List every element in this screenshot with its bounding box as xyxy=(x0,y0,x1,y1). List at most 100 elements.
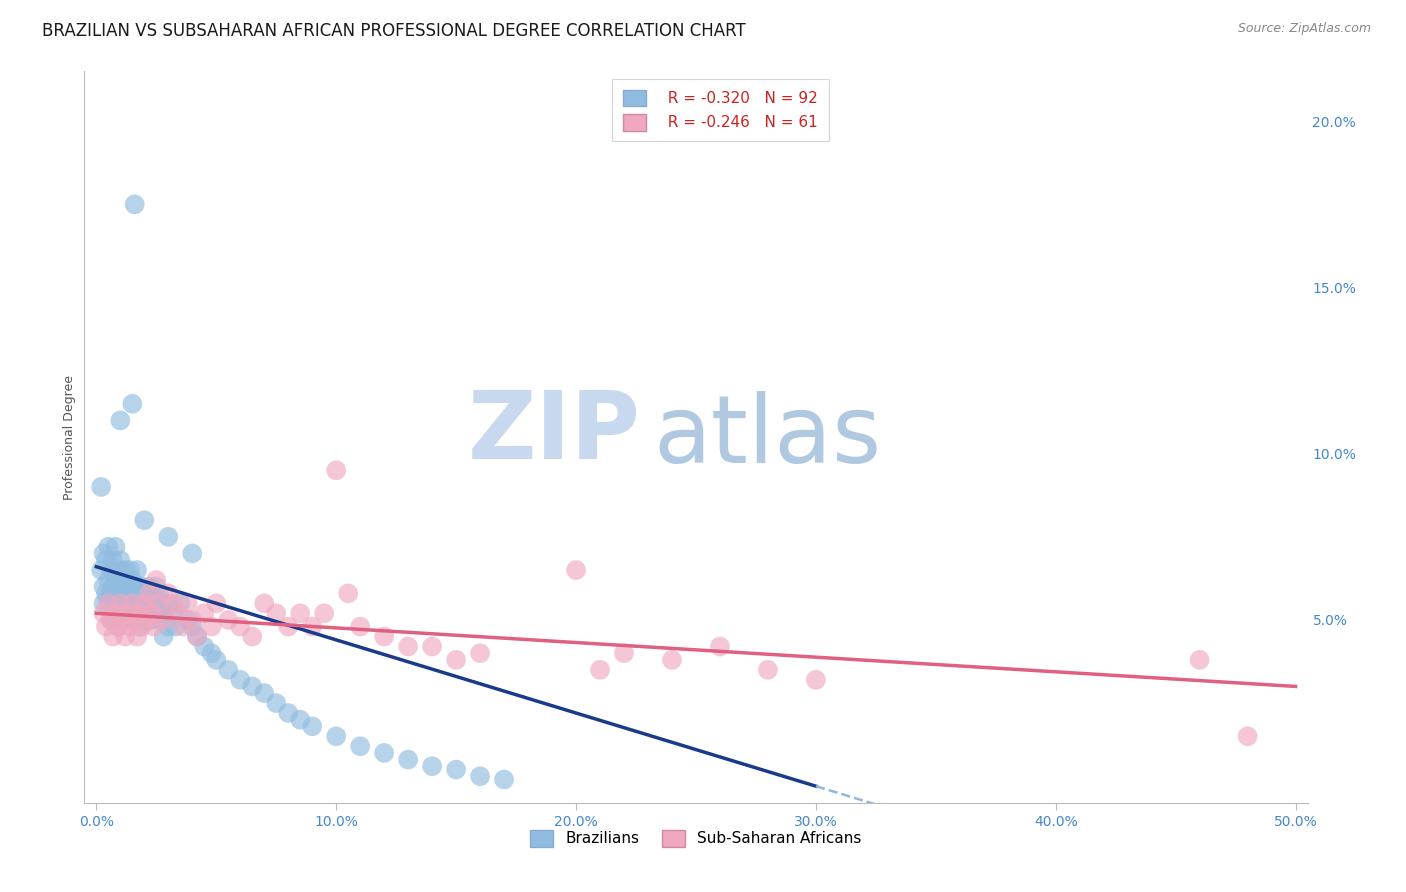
Point xyxy=(100,563,122,577)
Point xyxy=(93,580,115,594)
Point xyxy=(114,563,136,577)
Point xyxy=(110,413,132,427)
Point xyxy=(200,646,222,660)
Point xyxy=(124,607,146,621)
Point xyxy=(589,663,612,677)
Point xyxy=(709,640,731,654)
Point xyxy=(124,197,146,211)
Point xyxy=(117,607,139,621)
Point xyxy=(152,613,174,627)
Point xyxy=(150,596,173,610)
Point xyxy=(613,646,636,660)
Point xyxy=(93,596,115,610)
Point xyxy=(131,619,153,633)
Point xyxy=(114,613,136,627)
Point xyxy=(193,640,215,654)
Point xyxy=(135,613,157,627)
Y-axis label: Professional Degree: Professional Degree xyxy=(63,375,76,500)
Point xyxy=(127,586,149,600)
Point xyxy=(290,607,312,621)
Point xyxy=(157,596,180,610)
Point xyxy=(162,596,184,610)
Point xyxy=(1236,729,1258,743)
Point xyxy=(101,607,124,621)
Point xyxy=(110,607,132,621)
Point xyxy=(181,546,204,560)
Point xyxy=(444,763,467,777)
Point xyxy=(373,630,395,644)
Point xyxy=(169,596,191,610)
Point xyxy=(114,630,136,644)
Point xyxy=(349,739,371,754)
Point xyxy=(301,719,323,733)
Point xyxy=(131,607,153,621)
Point xyxy=(90,563,112,577)
Point xyxy=(240,680,263,694)
Point xyxy=(240,630,263,644)
Point xyxy=(148,586,170,600)
Text: atlas: atlas xyxy=(654,391,882,483)
Point xyxy=(205,596,228,610)
Point xyxy=(186,630,208,644)
Point xyxy=(94,553,117,567)
Point xyxy=(104,596,127,610)
Point xyxy=(100,613,122,627)
Point xyxy=(301,619,323,633)
Point xyxy=(111,613,134,627)
Point xyxy=(121,397,143,411)
Point xyxy=(200,619,222,633)
Point xyxy=(167,607,190,621)
Point xyxy=(229,673,252,687)
Point xyxy=(111,596,134,610)
Point xyxy=(107,619,129,633)
Point xyxy=(90,480,112,494)
Point xyxy=(420,759,443,773)
Point xyxy=(145,573,167,587)
Point xyxy=(176,596,198,610)
Point xyxy=(97,540,120,554)
Point xyxy=(157,619,180,633)
Point xyxy=(145,580,167,594)
Point xyxy=(152,607,174,621)
Point xyxy=(128,596,150,610)
Point xyxy=(756,663,779,677)
Point xyxy=(494,772,516,787)
Point xyxy=(325,729,347,743)
Point xyxy=(134,613,156,627)
Point xyxy=(205,653,228,667)
Text: Source: ZipAtlas.com: Source: ZipAtlas.com xyxy=(1237,22,1371,36)
Point xyxy=(104,540,127,554)
Point xyxy=(141,613,163,627)
Point xyxy=(121,596,143,610)
Point xyxy=(145,607,167,621)
Point xyxy=(290,713,312,727)
Point xyxy=(110,596,132,610)
Point xyxy=(94,586,117,600)
Point xyxy=(325,463,347,477)
Point xyxy=(117,607,139,621)
Point xyxy=(100,613,122,627)
Point xyxy=(253,596,276,610)
Point xyxy=(314,607,336,621)
Point xyxy=(217,613,239,627)
Point xyxy=(128,607,150,621)
Point xyxy=(121,573,143,587)
Point xyxy=(176,613,198,627)
Point xyxy=(264,696,287,710)
Point xyxy=(138,586,160,600)
Point xyxy=(107,563,129,577)
Point xyxy=(181,619,204,633)
Point xyxy=(134,596,156,610)
Point xyxy=(468,769,491,783)
Point xyxy=(101,630,124,644)
Point xyxy=(141,586,163,600)
Point xyxy=(93,546,115,560)
Point xyxy=(217,663,239,677)
Point xyxy=(193,607,215,621)
Point xyxy=(337,586,360,600)
Point xyxy=(804,673,827,687)
Point xyxy=(157,530,180,544)
Point xyxy=(253,686,276,700)
Point xyxy=(152,630,174,644)
Point xyxy=(118,619,141,633)
